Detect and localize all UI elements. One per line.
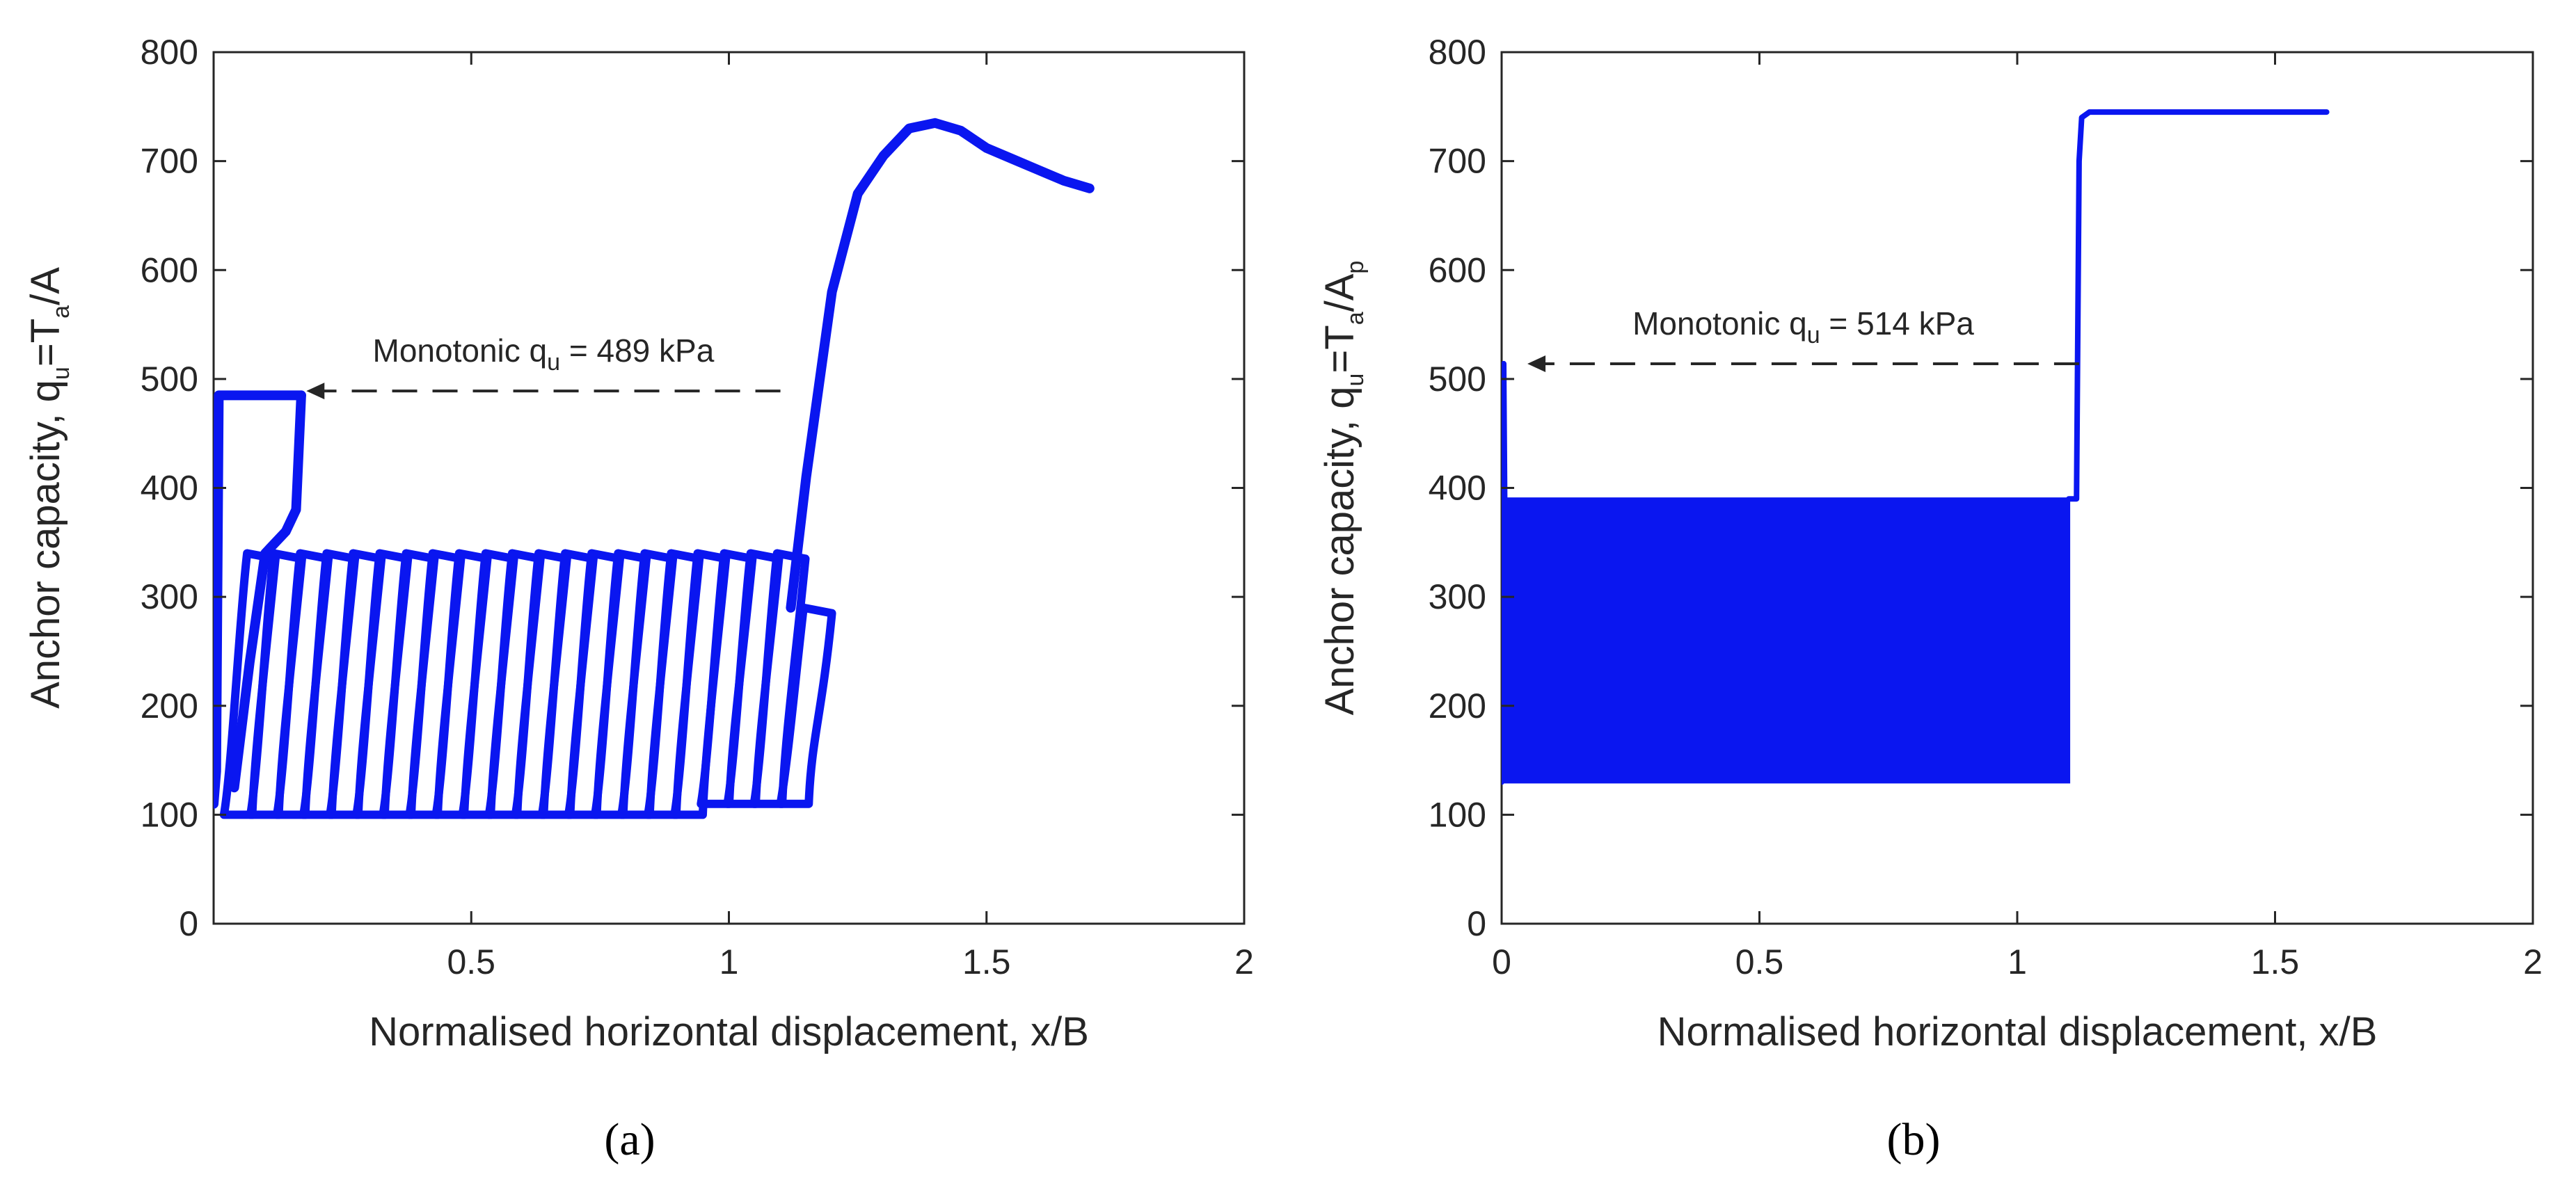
y-axis-title-part: =T <box>1317 325 1362 373</box>
y-axis-title-sub: p <box>1342 261 1369 274</box>
x-tick-label-b: 2 <box>2523 942 2543 981</box>
annotation-part: Monotonic q <box>373 332 548 369</box>
panel-label-a: (a) <box>604 1114 655 1165</box>
x-axis-title-a: Normalised horizontal displacement, x/B <box>369 1009 1089 1054</box>
annotation-part: Monotonic q <box>1632 305 1807 342</box>
y-axis-title-part: Anchor capacity, q <box>1317 387 1362 716</box>
y-tick-label-a: 800 <box>141 33 198 72</box>
y-axis-title-part: /A <box>23 267 68 305</box>
y-tick-label-a: 500 <box>141 360 198 399</box>
y-axis-title-b: Anchor capacity, qu=Ta/Ap <box>1317 261 1369 716</box>
chart-panel-b: 0 100 200 300 400 500 600 700 800 0 0.5 1 1.5 2 Normal… <box>1317 33 2543 1165</box>
annotation-arrowhead-a <box>306 383 325 400</box>
series-monotonic-start-a <box>214 390 306 809</box>
series-group-b <box>1502 109 2330 785</box>
y-tick-label-a: 200 <box>141 687 198 725</box>
series-monotonic-start-b <box>1502 360 1508 785</box>
y-axis-title-part: =T <box>23 319 68 367</box>
x-tick-label-a: 0.5 <box>447 942 495 981</box>
chart-panel-a: 0 100 200 300 400 500 600 700 800 0.5 1 1.5 2 Normali… <box>23 33 1254 1165</box>
y-axis-title-sub: a <box>1342 312 1369 325</box>
y-tick-label-a: 700 <box>141 142 198 181</box>
y-tick-label-a: 300 <box>141 577 198 616</box>
y-tick-label-a: 0 <box>179 904 198 943</box>
y-tick-label-b: 200 <box>1429 687 1486 725</box>
y-tick-label-b: 100 <box>1429 795 1486 834</box>
annotation-part: = 489 kPa <box>560 332 715 369</box>
y-axis-title-part: /A <box>1317 273 1362 312</box>
annotation-sub: u <box>547 349 560 376</box>
y-tick-label-b: 700 <box>1429 142 1486 181</box>
annotation-sub: u <box>1807 322 1820 348</box>
y-tick-label-b: 400 <box>1429 469 1486 508</box>
x-tick-label-a: 1 <box>719 942 739 981</box>
plot-area-b <box>1500 51 2534 925</box>
x-tick-label-a: 2 <box>1234 942 1254 981</box>
y-tick-label-a: 100 <box>141 795 198 834</box>
series-group-a <box>214 118 1095 819</box>
annotation-text-a: Monotonic qu = 489 kPa <box>373 332 715 376</box>
series-post-cyclic-a <box>786 118 1095 613</box>
y-tick-label-b: 0 <box>1467 904 1486 943</box>
x-tick-label-b: 1.5 <box>2251 942 2300 981</box>
annotation-text-b: Monotonic qu = 514 kPa <box>1632 305 1974 348</box>
y-tick-label-a: 400 <box>141 469 198 508</box>
panel-label-b: (b) <box>1887 1114 1941 1165</box>
y-tick-label-a: 600 <box>141 250 198 289</box>
y-tick-label-b: 800 <box>1429 33 1486 72</box>
y-axis-title-sub: a <box>48 305 74 319</box>
y-tick-label-b: 300 <box>1429 577 1486 616</box>
x-axis-title-b: Normalised horizontal displacement, x/B <box>1657 1009 2378 1054</box>
x-tick-label-b: 1 <box>2007 942 2027 981</box>
y-axis-title-a: Anchor capacity, qu=Ta/A <box>23 267 74 709</box>
series-post-cyclic-b <box>2066 109 2330 502</box>
y-tick-label-b: 600 <box>1429 250 1486 289</box>
x-tick-label-b: 0 <box>1492 942 1511 981</box>
x-tick-label-b: 0.5 <box>1735 942 1784 981</box>
y-axis-title-part: Anchor capacity, q <box>23 380 68 709</box>
y-axis-title-sub: u <box>48 367 74 380</box>
series-cyclic-band-b <box>1503 497 2071 784</box>
cycle-loop-a <box>776 603 836 808</box>
y-tick-label-b: 500 <box>1429 360 1486 399</box>
annotation-arrowhead-b <box>1527 355 1546 372</box>
series-drop-a <box>229 390 306 793</box>
y-axis-title-sub: u <box>1342 374 1369 387</box>
x-tick-label-a: 1.5 <box>962 942 1011 981</box>
annotation-part: = 514 kPa <box>1820 305 1975 342</box>
